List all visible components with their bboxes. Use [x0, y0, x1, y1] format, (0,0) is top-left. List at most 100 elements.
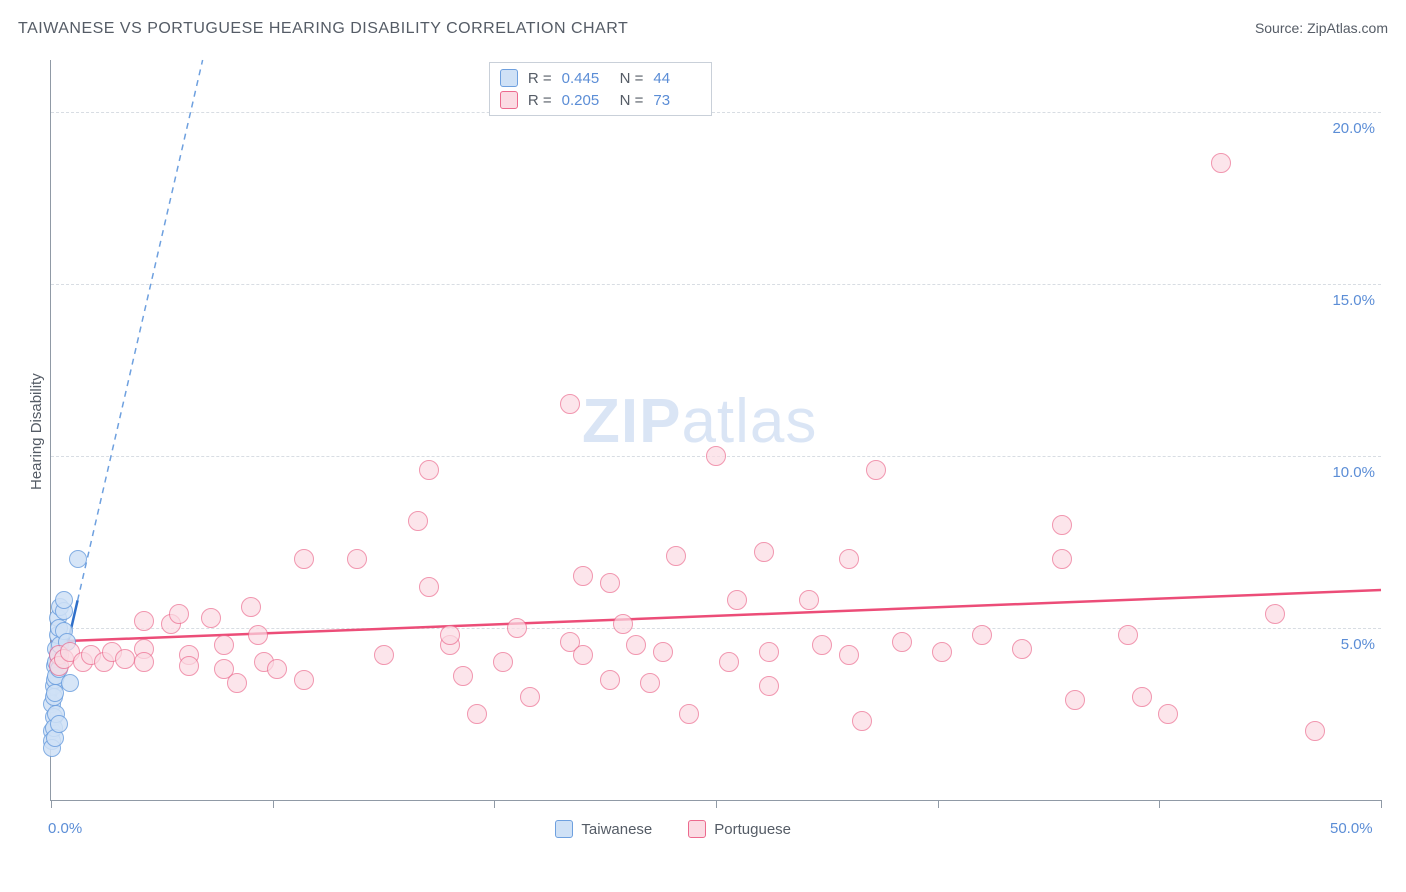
data-point	[227, 673, 247, 693]
data-point	[812, 635, 832, 655]
y-tick-label: 10.0%	[1320, 464, 1375, 481]
data-point	[408, 511, 428, 531]
data-point	[134, 611, 154, 631]
data-point	[1052, 549, 1072, 569]
legend-item: Portuguese	[688, 820, 791, 838]
data-point	[972, 625, 992, 645]
correlation-legend: R = 0.445 N = 44 R = 0.205 N = 73	[489, 62, 713, 116]
data-point	[1052, 515, 1072, 535]
data-point	[248, 625, 268, 645]
data-point	[214, 635, 234, 655]
plot-area	[50, 60, 1381, 801]
data-point	[666, 546, 686, 566]
r-value: 0.205	[562, 92, 610, 109]
data-point	[179, 656, 199, 676]
data-point	[61, 674, 79, 692]
x-tick	[51, 800, 52, 808]
x-axis-min-label: 0.0%	[48, 820, 82, 837]
data-point	[626, 635, 646, 655]
data-point	[1305, 721, 1325, 741]
legend-swatch	[555, 820, 573, 838]
y-tick-label: 15.0%	[1320, 292, 1375, 309]
data-point	[419, 577, 439, 597]
data-point	[839, 645, 859, 665]
chart-header: TAIWANESE VS PORTUGUESE HEARING DISABILI…	[18, 20, 1388, 38]
chart-source: Source: ZipAtlas.com	[1255, 20, 1388, 36]
legend-stat-row: R = 0.205 N = 73	[500, 89, 702, 111]
x-tick	[1381, 800, 1382, 808]
n-value: 44	[653, 70, 701, 87]
data-point	[839, 549, 859, 569]
data-point	[852, 711, 872, 731]
data-point	[573, 566, 593, 586]
data-point	[1265, 604, 1285, 624]
data-point	[169, 604, 189, 624]
data-point	[613, 614, 633, 634]
data-point	[1118, 625, 1138, 645]
grid-line	[51, 112, 1381, 113]
data-point	[374, 645, 394, 665]
data-point	[241, 597, 261, 617]
data-point	[727, 590, 747, 610]
data-point	[347, 549, 367, 569]
data-point	[653, 642, 673, 662]
x-tick	[494, 800, 495, 808]
y-axis-label: Hearing Disability	[28, 373, 45, 490]
data-point	[520, 687, 540, 707]
data-point	[719, 652, 739, 672]
data-point	[640, 673, 660, 693]
data-point	[1012, 639, 1032, 659]
legend-label: Portuguese	[714, 821, 791, 838]
data-point	[892, 632, 912, 652]
legend-item: Taiwanese	[555, 820, 652, 838]
x-tick	[273, 800, 274, 808]
chart-title: TAIWANESE VS PORTUGUESE HEARING DISABILI…	[18, 20, 628, 38]
x-tick	[938, 800, 939, 808]
data-point	[1158, 704, 1178, 724]
data-point	[679, 704, 699, 724]
n-label: N =	[620, 92, 644, 109]
legend-swatch	[500, 69, 518, 87]
y-tick-label: 20.0%	[1320, 120, 1375, 137]
data-point	[1132, 687, 1152, 707]
data-point	[507, 618, 527, 638]
x-tick	[716, 800, 717, 808]
x-axis-max-label: 50.0%	[1330, 820, 1373, 837]
data-point	[932, 642, 952, 662]
data-point	[560, 394, 580, 414]
data-point	[759, 642, 779, 662]
data-point	[600, 573, 620, 593]
data-point	[453, 666, 473, 686]
data-point	[55, 591, 73, 609]
data-point	[754, 542, 774, 562]
data-point	[706, 446, 726, 466]
data-point	[294, 670, 314, 690]
data-point	[493, 652, 513, 672]
data-point	[115, 649, 135, 669]
data-point	[573, 645, 593, 665]
grid-line	[51, 284, 1381, 285]
data-point	[759, 676, 779, 696]
legend-stat-row: R = 0.445 N = 44	[500, 67, 702, 89]
data-point	[440, 625, 460, 645]
legend-swatch	[688, 820, 706, 838]
data-point	[467, 704, 487, 724]
legend-swatch	[500, 91, 518, 109]
r-label: R =	[528, 92, 552, 109]
data-point	[1211, 153, 1231, 173]
y-tick-label: 5.0%	[1320, 636, 1375, 653]
series-legend: Taiwanese Portuguese	[555, 820, 791, 838]
r-value: 0.445	[562, 70, 610, 87]
r-label: R =	[528, 70, 552, 87]
data-point	[69, 550, 87, 568]
n-label: N =	[620, 70, 644, 87]
data-point	[600, 670, 620, 690]
data-point	[419, 460, 439, 480]
data-point	[294, 549, 314, 569]
data-point	[799, 590, 819, 610]
data-point	[267, 659, 287, 679]
trend-lines	[51, 60, 1381, 800]
x-tick	[1159, 800, 1160, 808]
n-value: 73	[653, 92, 701, 109]
data-point	[1065, 690, 1085, 710]
